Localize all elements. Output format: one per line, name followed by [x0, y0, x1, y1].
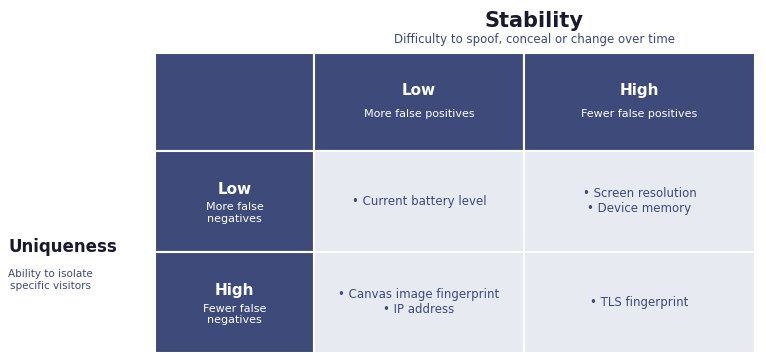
Text: Fewer false positives: Fewer false positives — [581, 109, 698, 119]
FancyBboxPatch shape — [155, 252, 314, 353]
FancyBboxPatch shape — [155, 151, 314, 252]
Text: • Current battery level: • Current battery level — [352, 195, 486, 208]
Text: Ability to isolate
specific visitors: Ability to isolate specific visitors — [8, 269, 93, 290]
FancyBboxPatch shape — [314, 252, 524, 353]
Text: • Screen resolution
• Device memory: • Screen resolution • Device memory — [583, 187, 696, 215]
Text: More false
negatives: More false negatives — [205, 202, 264, 224]
FancyBboxPatch shape — [524, 252, 755, 353]
FancyBboxPatch shape — [155, 53, 314, 151]
Text: More false positives: More false positives — [364, 109, 474, 119]
Text: Stability: Stability — [485, 11, 584, 31]
Text: • Canvas image fingerprint
• IP address: • Canvas image fingerprint • IP address — [339, 288, 499, 316]
Text: Low: Low — [402, 83, 436, 98]
Text: Difficulty to spoof, conceal or change over time: Difficulty to spoof, conceal or change o… — [394, 33, 675, 45]
Text: Fewer false
negatives: Fewer false negatives — [203, 303, 267, 325]
FancyBboxPatch shape — [524, 53, 755, 151]
Text: High: High — [620, 83, 660, 98]
Text: • TLS fingerprint: • TLS fingerprint — [591, 296, 689, 309]
FancyBboxPatch shape — [314, 53, 524, 151]
Text: High: High — [214, 283, 254, 298]
Text: Low: Low — [218, 182, 251, 196]
Text: Uniqueness: Uniqueness — [8, 238, 116, 256]
FancyBboxPatch shape — [524, 151, 755, 252]
FancyBboxPatch shape — [314, 151, 524, 252]
